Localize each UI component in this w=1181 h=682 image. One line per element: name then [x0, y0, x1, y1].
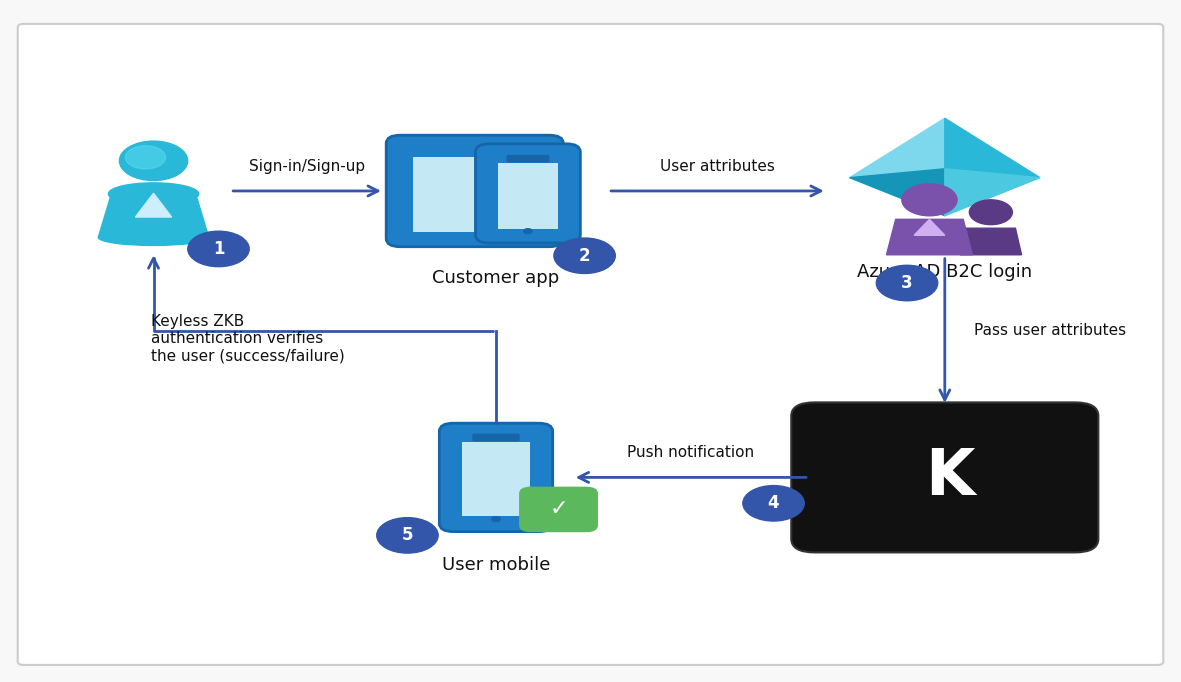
Circle shape [554, 238, 615, 273]
FancyBboxPatch shape [18, 24, 1163, 665]
Text: 3: 3 [901, 274, 913, 292]
Circle shape [523, 228, 533, 234]
FancyBboxPatch shape [507, 155, 549, 162]
Text: 4: 4 [768, 494, 779, 512]
FancyBboxPatch shape [439, 423, 553, 532]
FancyBboxPatch shape [498, 163, 557, 228]
Circle shape [119, 141, 188, 181]
Polygon shape [960, 228, 1022, 255]
FancyBboxPatch shape [462, 443, 530, 516]
Polygon shape [136, 193, 171, 217]
FancyBboxPatch shape [520, 487, 598, 532]
Text: 1: 1 [213, 240, 224, 258]
Ellipse shape [109, 183, 198, 205]
Circle shape [491, 517, 501, 522]
Text: 5: 5 [402, 527, 413, 544]
Text: User attributes: User attributes [660, 159, 775, 174]
Text: Keyless ZKB
authentication verifies
the user (success/failure): Keyless ZKB authentication verifies the … [151, 314, 345, 364]
Circle shape [876, 265, 938, 301]
FancyBboxPatch shape [472, 434, 520, 441]
Text: 2: 2 [579, 247, 590, 265]
Circle shape [970, 200, 1012, 224]
Polygon shape [945, 118, 1040, 178]
Polygon shape [887, 220, 972, 255]
Text: Azure AD B2C login: Azure AD B2C login [857, 263, 1032, 280]
Text: Sign-in/Sign-up: Sign-in/Sign-up [249, 159, 365, 174]
Text: ✓: ✓ [549, 499, 568, 520]
Circle shape [743, 486, 804, 521]
Text: Customer app: Customer app [432, 269, 560, 287]
Ellipse shape [98, 229, 209, 246]
FancyBboxPatch shape [403, 146, 546, 155]
Polygon shape [849, 169, 945, 216]
Circle shape [902, 184, 957, 216]
FancyBboxPatch shape [413, 157, 536, 233]
Text: K: K [925, 447, 974, 508]
Polygon shape [945, 169, 1040, 216]
FancyBboxPatch shape [791, 402, 1098, 552]
Polygon shape [849, 118, 945, 178]
Text: Push notification: Push notification [627, 445, 755, 460]
Circle shape [125, 146, 165, 169]
Text: User mobile: User mobile [442, 556, 550, 574]
Polygon shape [98, 194, 209, 237]
FancyBboxPatch shape [386, 135, 563, 247]
Circle shape [377, 518, 438, 553]
FancyBboxPatch shape [476, 144, 580, 243]
Circle shape [188, 231, 249, 267]
Polygon shape [914, 220, 945, 235]
Text: Pass user attributes: Pass user attributes [974, 323, 1127, 338]
